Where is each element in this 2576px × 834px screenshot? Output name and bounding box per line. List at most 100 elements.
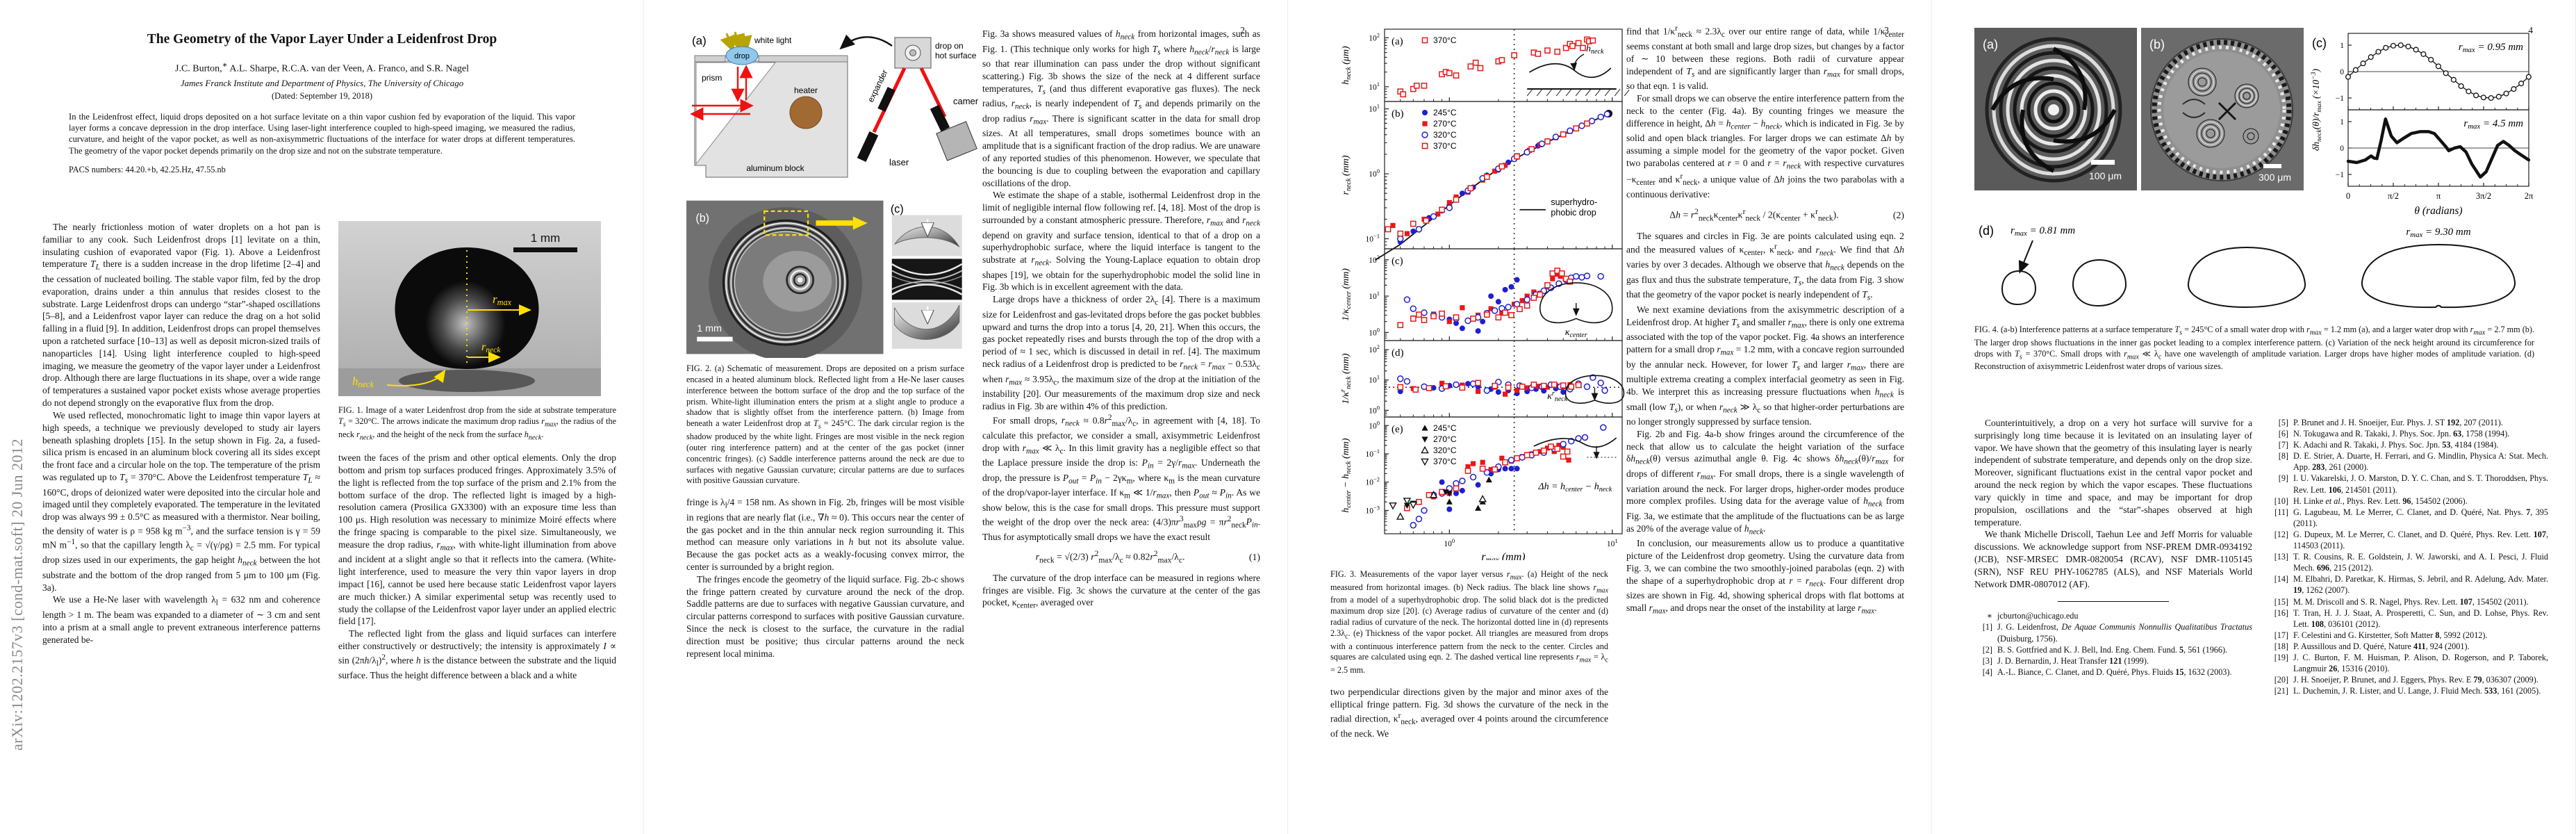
drop-on-hot-surface-label-2: hot surface xyxy=(935,51,977,60)
hneck-arrow xyxy=(386,369,446,386)
beam-expander xyxy=(877,87,895,112)
page-number: 3 xyxy=(1884,25,1889,35)
paragraph: Large drops have a thickness of order 2λ… xyxy=(982,294,1260,411)
svg-text:370°C: 370°C xyxy=(1433,457,1457,466)
svg-text:245°C: 245°C xyxy=(1433,423,1457,433)
svg-text:phobic drop: phobic drop xyxy=(1551,208,1596,218)
fig3-caption: FIG. 3. Measurements of the vapor layer … xyxy=(1330,569,1609,676)
paragraph: two perpendicular directions given by th… xyxy=(1330,686,1608,739)
svg-text:rmax = 4.5 mm: rmax = 4.5 mm xyxy=(2463,118,2523,131)
fig2b-interferogram: (b) 1 mm xyxy=(686,200,884,358)
authors-line: J.C. Burton,∗ A.L. Sharpe, R.C.A. van de… xyxy=(175,60,469,74)
reference-item: [15] M. M. Driscoll and S. R. Nagel, Phys… xyxy=(2274,596,2529,607)
svg-text:0: 0 xyxy=(2340,68,2344,76)
fig2b-scale-label: 1 mm xyxy=(697,323,722,334)
reference-item: [18] P. Aussillous and D. Quéré, Nature 4… xyxy=(2274,641,2470,651)
aluminum-block-label: aluminum block xyxy=(746,163,804,173)
svg-text:10−1: 10−1 xyxy=(1365,233,1380,244)
page-number: 2 xyxy=(1240,25,1245,35)
paragraph: We use a He-Ne laser with wavelength λl … xyxy=(42,594,320,645)
svg-text:θ (radians): θ (radians) xyxy=(2414,205,2462,217)
reference-item: [5] P. Brunet and J. H. Snoeijer, Eur. Ph… xyxy=(2278,418,2503,427)
laser-label: laser xyxy=(889,157,909,167)
bowl-surface-tile xyxy=(891,302,962,349)
reference-item: [21] L. Duchemin, J. R. Lister, and U. La… xyxy=(2274,686,2541,696)
paragraph: Fig. 3a shows measured values of hneck f… xyxy=(982,28,1261,188)
page1-column-2: 1 mm rmax rneck hneck FIG. 1. Image of a… xyxy=(338,221,616,682)
svg-text:hneck (μm): hneck (μm) xyxy=(1341,46,1353,85)
page-3: 3 101 102 hneck (μm) (a) 370°C hneck 10−1 100 10… xyxy=(1288,0,1932,834)
svg-text:100: 100 xyxy=(1369,326,1380,337)
reference-item: [6] N. Tokugawa and R. Takaki, J. Phys. S… xyxy=(2278,429,2510,439)
laser-body xyxy=(857,131,879,162)
fig4d-drop-reconstructions: (d) rmax = 0.81 mm rmax = 9.30 mm xyxy=(1979,224,2516,309)
svg-text:Δh = hcenter − hneck: Δh = hcenter − hneck xyxy=(1537,482,1612,493)
paragraph: fringe is λl/4 = 158 nm. As shown in Fig… xyxy=(686,497,964,573)
figure-2-setup: (a) white light prism drop xyxy=(686,28,984,486)
svg-text:superhydro-: superhydro- xyxy=(1551,197,1597,207)
fig1-caption: FIG. 1. Image of a water Leidenfrost dro… xyxy=(338,405,617,441)
saddle-surface-tile xyxy=(891,215,962,256)
svg-text:rneck (mm): rneck (mm) xyxy=(1341,155,1353,195)
heater-icon xyxy=(789,96,823,129)
svg-text:(c): (c) xyxy=(2312,36,2327,50)
paragraph: We next examine deviations from the axis… xyxy=(1626,304,1905,427)
reference-item: [19] J. C. Burton, F. M. Huisman, P. Alis… xyxy=(2274,652,2548,674)
svg-text:370°C: 370°C xyxy=(1433,35,1457,45)
page2-column-1: (a) white light prism drop xyxy=(686,28,984,660)
fig4a-fringes xyxy=(1985,37,2122,183)
paragraph: Counterintuitively, a drop on a very hot… xyxy=(1974,418,2252,528)
center-fringes xyxy=(786,265,815,295)
affiliation: James Franck Institute and Department of… xyxy=(180,77,464,88)
fig4a-tag: (a) xyxy=(1983,38,1998,51)
svg-text:κrneck: κrneck xyxy=(1547,390,1568,403)
page-number: 4 xyxy=(2528,25,2533,35)
fig3-chart: 101 102 hneck (μm) (a) 370°C hneck 10−1 100 101 r… xyxy=(1339,28,1650,564)
bright-region xyxy=(763,250,832,312)
fig4b-inner-extrema xyxy=(2182,67,2259,148)
equation-2: Δh = r2neckκcenterκrneck / 2(κcenter + κ… xyxy=(1626,208,1904,222)
paragraph: In conclusion, our measurements allow us… xyxy=(1626,538,1904,616)
scale-bar xyxy=(513,247,577,252)
reference-item: [1] J. G. Leidenfrost, De Aquae Communis … xyxy=(1982,622,2252,644)
svg-text:270°C: 270°C xyxy=(1433,119,1457,129)
svg-text:1: 1 xyxy=(2340,42,2344,50)
reference-item: [14] M. Elbahri, D. Paretkar, K. Hirmas, … xyxy=(2274,574,2548,596)
heater-label: heater xyxy=(794,85,818,95)
paragraph: For small drops we can observe the entir… xyxy=(1626,93,1905,200)
svg-text:370°C: 370°C xyxy=(1433,141,1457,151)
fig2b-tag: (b) xyxy=(695,212,709,224)
figure-3-vapor-layer-measurements: 101 102 hneck (μm) (a) 370°C hneck 10−1 100 101 r… xyxy=(1330,24,1650,676)
fig4b-large-drop-interferogram: (b) 300 μm xyxy=(2141,28,2304,190)
fig1-image: 1 mm rmax rneck hneck xyxy=(338,221,601,396)
drop-highlight xyxy=(425,281,506,367)
laser-beam-arrows xyxy=(690,65,754,121)
reference-item: [17] F. Celestini and G. Kirstetter, Soft… xyxy=(2274,630,2488,640)
fig4d-small-label: rmax = 0.81 mm xyxy=(2011,225,2075,238)
abstract: In the Leidenfrost effect, liquid drops … xyxy=(69,111,575,156)
reference-item: [10] H. Linke et al., Phys. Rev. Lett. 96… xyxy=(2274,496,2468,506)
fig4c-neck-height-chart: (c) 1 0 −1 rmax = 0.95 mm 1 0 −1 rmax = 4.5 mm 0 π… xyxy=(2310,33,2534,217)
drop-contour-1 xyxy=(2001,270,2037,306)
zoom-arrow-head xyxy=(852,216,868,230)
scale-bar-label: 1 mm xyxy=(531,231,561,245)
svg-text:(d): (d) xyxy=(1392,348,1404,359)
reference-item: [11] G. Lagubeau, M. Le Merrer, C. Clanet… xyxy=(2274,507,2548,528)
svg-text:0: 0 xyxy=(2340,145,2344,153)
fig4d-small-arrow xyxy=(2018,240,2033,274)
page-1: arXiv:1202.2157v3 [cond-mat.soft] 20 Jun… xyxy=(0,0,644,834)
beam-to-camera xyxy=(919,67,947,118)
svg-text:100: 100 xyxy=(1369,404,1380,415)
svg-text:101: 101 xyxy=(1607,537,1618,548)
svg-text:(e): (e) xyxy=(1392,424,1403,435)
fig4-caption: FIG. 4. (a-b) Interference patterns at a… xyxy=(1974,325,2534,372)
svg-text:320°C: 320°C xyxy=(1433,445,1457,455)
svg-text:rmax (mm): rmax (mm) xyxy=(1481,551,1525,560)
neck-fringe-ring xyxy=(722,219,849,346)
svg-text:100: 100 xyxy=(1369,167,1380,179)
fig2-caption: FIG. 2. (a) Schematic of measurement. Dr… xyxy=(686,363,964,486)
drop-on-hot-surface-label-1: drop on xyxy=(935,41,964,51)
svg-text:1/κcenter (mm): 1/κcenter (mm) xyxy=(1341,268,1353,321)
references-right: [5] P. Brunet and J. H. Snoeijer, Eur. Ph… xyxy=(2270,417,2548,696)
svg-text:101: 101 xyxy=(1369,81,1380,92)
